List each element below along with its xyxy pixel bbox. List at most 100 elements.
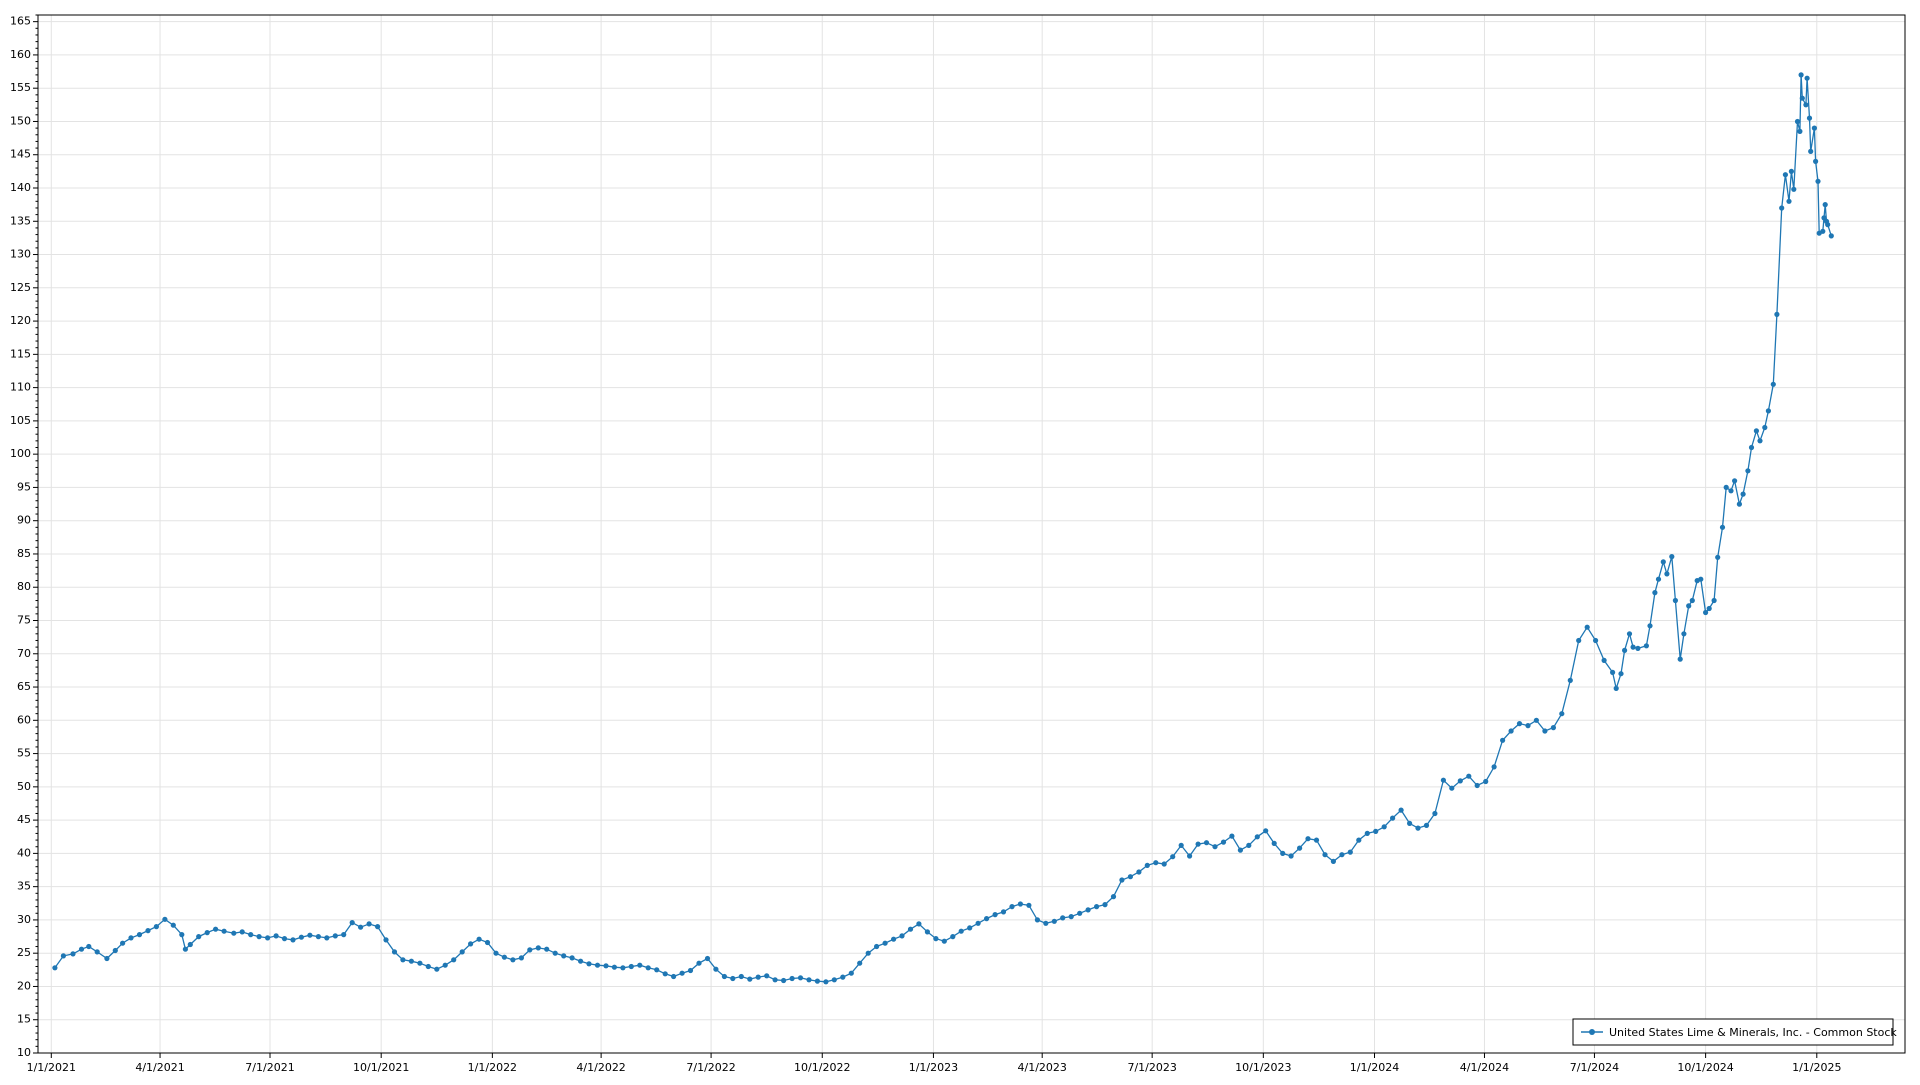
data-point — [594, 962, 601, 968]
data-point — [1364, 830, 1370, 837]
data-point — [298, 934, 304, 940]
data-point — [281, 936, 288, 942]
data-point — [1305, 836, 1311, 842]
data-point — [1407, 820, 1413, 827]
data-point — [1669, 554, 1675, 560]
data-point — [738, 973, 744, 980]
data-point — [1280, 850, 1286, 857]
data-point — [1187, 853, 1193, 859]
data-point — [162, 916, 168, 922]
data-point — [840, 974, 846, 980]
y-tick-label: 145 — [10, 148, 31, 161]
data-point — [324, 935, 330, 941]
data-point — [637, 962, 643, 968]
data-point — [1660, 559, 1666, 565]
data-point — [290, 937, 296, 943]
legend: United States Lime & Minerals, Inc. - Co… — [1572, 1018, 1897, 1046]
data-point — [78, 946, 85, 952]
y-tick-label: 50 — [17, 780, 31, 793]
data-point — [1161, 861, 1167, 867]
x-tick-label: 4/1/2023 — [1017, 1061, 1066, 1074]
data-point — [1212, 844, 1218, 850]
data-point — [1622, 647, 1628, 654]
data-point — [1068, 914, 1074, 920]
x-tick-label: 1/1/2022 — [468, 1061, 517, 1074]
x-tick-label: 10/1/2023 — [1235, 1061, 1291, 1074]
data-point — [1630, 644, 1636, 650]
grid — [38, 15, 1905, 1054]
data-point — [182, 946, 188, 952]
data-point — [1828, 233, 1834, 239]
data-point — [1043, 920, 1049, 926]
y-tick-label: 140 — [10, 181, 31, 194]
x-tick-label: 4/1/2024 — [1460, 1061, 1509, 1074]
data-point — [391, 949, 398, 955]
data-point — [341, 932, 347, 938]
data-point — [1762, 424, 1768, 431]
data-point — [510, 957, 516, 963]
x-tick-label: 1/1/2024 — [1350, 1061, 1399, 1074]
data-point — [248, 932, 254, 938]
data-point — [1356, 837, 1362, 843]
data-point — [493, 950, 499, 956]
y-tick-label: 115 — [10, 347, 31, 360]
data-point — [307, 932, 313, 938]
data-point — [578, 958, 584, 964]
data-point — [375, 924, 381, 930]
data-point — [1500, 737, 1506, 743]
data-point — [823, 979, 829, 985]
data-point — [713, 966, 719, 972]
data-point — [1681, 631, 1687, 637]
y-axis: 10 15 20 25 30 35 40 45 50 55 60 65 70 75 80 85 90 95 100 1… — [10, 15, 38, 1059]
data-point — [1652, 590, 1658, 596]
data-point — [1474, 782, 1480, 789]
y-tick-label: 20 — [17, 979, 31, 992]
data-point — [366, 921, 372, 927]
data-point — [170, 922, 176, 928]
data-point — [1736, 501, 1742, 507]
data-point — [671, 973, 677, 980]
legend-series-marker — [1589, 1029, 1595, 1035]
data-point — [1782, 172, 1788, 178]
y-tick-label: 120 — [10, 314, 31, 327]
data-point — [86, 943, 92, 950]
y-tick-label: 15 — [17, 1013, 31, 1026]
data-point — [1153, 860, 1159, 866]
legend-box — [1572, 1018, 1894, 1046]
data-point — [1440, 777, 1446, 783]
data-point — [789, 975, 795, 982]
data-point — [1815, 178, 1821, 184]
data-point — [1788, 168, 1794, 174]
data-point — [1808, 148, 1814, 154]
data-point — [933, 936, 939, 942]
data-point — [1237, 847, 1243, 853]
data-point — [1806, 115, 1813, 121]
data-point — [1711, 597, 1717, 604]
data-point — [1803, 102, 1809, 108]
data-point — [120, 940, 126, 946]
data-point — [781, 977, 787, 984]
y-tick-label: 80 — [17, 580, 31, 593]
data-point — [1753, 428, 1759, 434]
data-point — [273, 933, 279, 939]
y-tick-label: 100 — [10, 447, 31, 460]
data-point — [1732, 478, 1738, 484]
data-point — [52, 965, 58, 971]
data-point — [383, 937, 389, 943]
data-point — [1119, 877, 1125, 883]
data-point — [569, 955, 575, 961]
data-point — [1706, 605, 1712, 612]
x-tick-label: 10/1/2024 — [1677, 1061, 1733, 1074]
data-point — [1483, 778, 1489, 785]
data-point — [1745, 468, 1751, 474]
data-point — [891, 936, 897, 942]
data-point — [145, 928, 151, 934]
data-point — [916, 921, 922, 927]
data-point — [1288, 853, 1294, 859]
data-point — [1516, 721, 1523, 727]
y-tick-label: 55 — [17, 747, 31, 760]
x-tick-label: 7/1/2021 — [245, 1061, 294, 1074]
data-point — [1542, 728, 1548, 734]
data-point — [1178, 842, 1184, 849]
data-point — [187, 941, 193, 948]
